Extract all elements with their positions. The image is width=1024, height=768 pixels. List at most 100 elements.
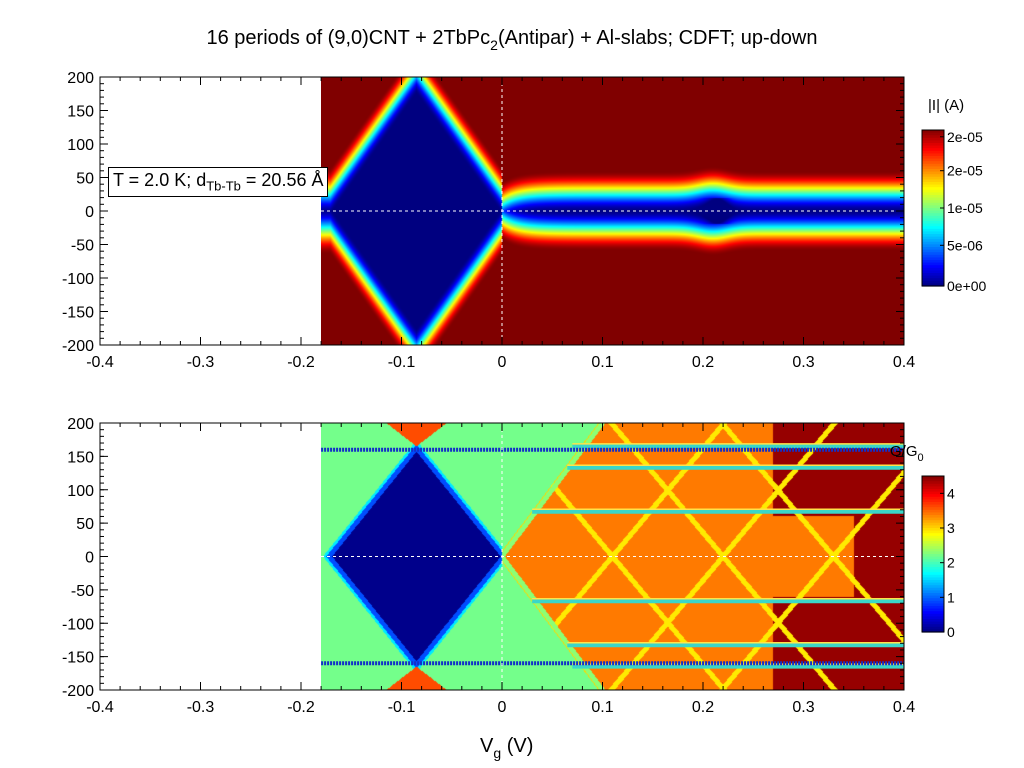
colorbar-segment — [922, 163, 944, 167]
colorbar-tick-label: 2e-05 — [947, 163, 983, 179]
colorbar-segment — [922, 145, 944, 149]
colorbar-segment — [922, 619, 944, 623]
colorbar-segment — [922, 236, 944, 240]
colorbar-segment — [922, 249, 944, 253]
colorbar-segment — [922, 491, 944, 495]
colorbar-segment — [922, 179, 944, 183]
colorbar-segment — [922, 223, 944, 227]
temperature-annotation: T = 2.0 K; dTb-Tb = 20.56 Å — [108, 167, 329, 197]
colorbar-segment — [922, 195, 944, 199]
colorbar-segment — [922, 476, 944, 480]
colorbar-tick-label: 3 — [947, 520, 955, 536]
colorbar-segment — [922, 520, 944, 524]
colorbar-segment — [922, 213, 944, 217]
colorbar-segment — [922, 182, 944, 186]
colorbar-segment — [922, 221, 944, 225]
colorbar-segment — [922, 600, 944, 604]
y-tick-label: 50 — [76, 516, 94, 533]
y-tick-label: 100 — [67, 483, 94, 500]
colorbar-segment — [922, 541, 944, 545]
colorbar-tick-label: 2 — [947, 555, 955, 571]
colorbar-segment — [922, 559, 944, 563]
x-tick-label: -0.2 — [287, 699, 315, 716]
colorbar-segment — [922, 161, 944, 165]
conductance-panel: -0.4 -0.3 -0.2 -0.1 0 0.1 0.2 0.3 0.420015010050… — [62, 416, 955, 761]
colorbar-segment — [922, 512, 944, 516]
colorbar-segment — [922, 502, 944, 506]
colorbar-segment — [922, 148, 944, 152]
colorbar-segment — [922, 132, 944, 136]
colorbar-segment — [922, 278, 944, 282]
colorbar-tick-label: 5e-06 — [947, 237, 983, 253]
colorbar-segment — [922, 171, 944, 175]
colorbar-segment — [922, 215, 944, 219]
colorbar-segment — [922, 241, 944, 245]
colorbar-segment — [922, 143, 944, 147]
colorbar-segment — [922, 200, 944, 204]
y-tick-label: 0 — [85, 204, 94, 221]
colorbar-segment — [922, 590, 944, 594]
x-tick-label: 0.3 — [792, 354, 814, 371]
colorbar-tick-label: 1 — [947, 589, 955, 605]
y-tick-label: 0 — [85, 550, 94, 567]
colorbar-tick-label: 2e-05 — [947, 129, 983, 145]
colorbar-segment — [922, 577, 944, 581]
colorbar-segment — [922, 208, 944, 212]
y-tick-label: 200 — [67, 416, 94, 433]
colorbar-segment — [922, 593, 944, 597]
colorbar-segment — [922, 176, 944, 180]
x-tick-label: -0.1 — [388, 699, 416, 716]
colorbar-segment — [922, 130, 944, 134]
colorbar-segment — [922, 595, 944, 599]
colorbar-segment — [922, 192, 944, 196]
y-tick-label: -50 — [71, 583, 94, 600]
colorbar-segment — [922, 603, 944, 607]
colorbar-segment — [922, 234, 944, 238]
colorbar-segment — [922, 556, 944, 560]
colorbar-segment — [922, 569, 944, 573]
colorbar-segment — [922, 270, 944, 274]
colorbar-segment — [922, 587, 944, 591]
colorbar-segment — [922, 564, 944, 568]
x-tick-label: -0.3 — [187, 699, 215, 716]
x-tick-label: 0.1 — [591, 354, 613, 371]
colorbar-segment — [922, 528, 944, 532]
colorbar-segment — [922, 218, 944, 222]
colorbar-segment — [922, 486, 944, 490]
colorbar-segment — [922, 481, 944, 485]
y-tick-label: -100 — [62, 616, 94, 633]
colorbar-segment — [922, 567, 944, 571]
colorbar-segment — [922, 561, 944, 565]
colorbar-segment — [922, 260, 944, 264]
colorbar-segment — [922, 166, 944, 170]
colorbar-segment — [922, 184, 944, 188]
colorbar-segment — [922, 210, 944, 214]
colorbar-tick-label: 0e+00 — [947, 278, 987, 294]
colorbar-segment — [922, 548, 944, 552]
colorbar-segment — [922, 580, 944, 584]
colorbar-segment — [922, 262, 944, 266]
colorbar-segment — [922, 543, 944, 547]
x-tick-label: -0.1 — [388, 354, 416, 371]
colorbar-tick-label: 4 — [947, 485, 955, 501]
x-tick-label: 0.4 — [893, 699, 915, 716]
colorbar-segment — [922, 265, 944, 269]
colorbar-segment — [922, 283, 944, 287]
x-tick-label: -0.4 — [86, 354, 114, 371]
colorbar-segment — [922, 608, 944, 612]
colorbar-segment — [922, 226, 944, 230]
x-tick-label: 0.4 — [893, 354, 915, 371]
colorbar-segment — [922, 530, 944, 534]
colorbar-segment — [922, 499, 944, 503]
colorbar-segment — [922, 187, 944, 191]
colorbar-segment — [922, 574, 944, 578]
colorbar-segment — [922, 535, 944, 539]
colorbar-segment — [922, 156, 944, 160]
x-tick-label: 0.3 — [792, 699, 814, 716]
colorbar-segment — [922, 515, 944, 519]
y-tick-label: -150 — [62, 650, 94, 667]
x-tick-label: -0.4 — [86, 699, 114, 716]
colorbar-segment — [922, 140, 944, 144]
y-tick-label: 150 — [67, 449, 94, 466]
